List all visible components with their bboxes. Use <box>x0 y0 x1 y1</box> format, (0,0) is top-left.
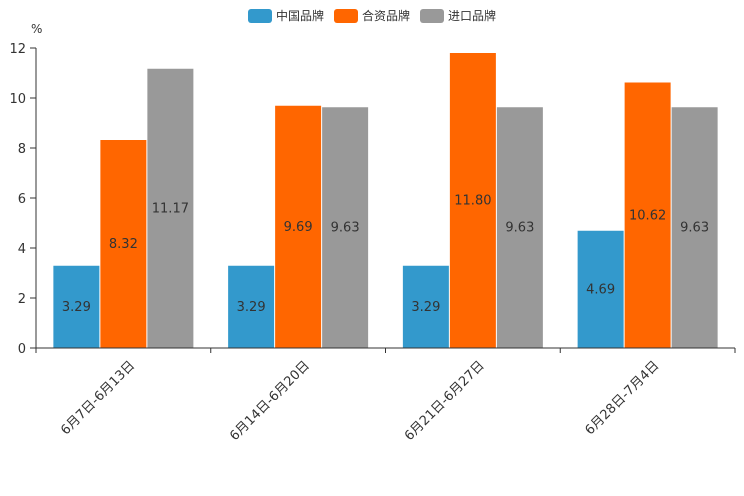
legend-item-joint-venture-brand[interactable]: 合资品牌 <box>333 7 410 24</box>
bar-value-label: 3.29 <box>62 300 91 315</box>
legend-label: 进口品牌 <box>448 9 497 23</box>
bar-value-label: 4.69 <box>586 282 615 297</box>
x-tick-label: 6月14日-6月20日 <box>227 358 313 444</box>
y-tick-label: 12 <box>9 42 26 57</box>
bar-value-label: 11.80 <box>454 194 491 209</box>
legend-label: 中国品牌 <box>275 9 324 23</box>
bar-value-label: 9.63 <box>680 221 709 236</box>
legend-item-china-brand[interactable]: 中国品牌 <box>247 7 324 24</box>
bar-0-2[interactable] <box>402 265 449 348</box>
bars-group <box>53 53 718 349</box>
y-tick-label: 8 <box>18 142 26 157</box>
bar-value-label: 9.69 <box>284 220 313 235</box>
x-tick-label: 6月28日-7月4日 <box>583 358 663 438</box>
legend-swatch <box>420 8 444 23</box>
bar-0-0[interactable] <box>53 265 100 348</box>
bar-value-label: 8.32 <box>109 237 138 252</box>
x-axis: 6月7日-6月13日 6月14日-6月20日 6月21日-6月27日 6月28日-7月… <box>35 347 736 444</box>
legend-swatch <box>247 8 272 23</box>
y-tick-label: 6 <box>18 192 26 207</box>
y-tick-label: 0 <box>18 342 26 357</box>
bar-1-0[interactable] <box>100 140 147 348</box>
y-tick-label: 4 <box>18 242 26 257</box>
bar-2-1[interactable] <box>322 107 369 348</box>
bar-value-label: 9.63 <box>331 221 360 236</box>
bar-2-0[interactable] <box>147 68 194 348</box>
y-tick-label: 10 <box>9 92 26 107</box>
data-labels: 3.29 8.32 11.17 3.29 9.69 9.63 3.29 11.80 9.63 4.… <box>62 194 709 315</box>
bar-0-1[interactable] <box>228 265 275 348</box>
bar-value-label: 10.62 <box>629 208 666 223</box>
x-tick-label: 6月7日-6月13日 <box>58 358 138 438</box>
bar-value-label: 3.29 <box>237 300 266 315</box>
bar-1-3[interactable] <box>624 82 671 349</box>
bar-value-label: 9.63 <box>505 221 534 236</box>
chart-legend: 中国品牌 合资品牌 进口品牌 <box>0 7 744 24</box>
bar-value-label: 11.17 <box>152 201 189 216</box>
bar-1-1[interactable] <box>275 105 322 348</box>
y-tick-label: 2 <box>18 292 26 307</box>
x-tick-label: 6月21日-6月27日 <box>402 358 488 444</box>
y-axis-unit: % <box>31 22 42 36</box>
legend-label: 合资品牌 <box>361 9 410 23</box>
bar-2-3[interactable] <box>671 107 718 348</box>
bar-1-2[interactable] <box>449 53 496 348</box>
bar-0-3[interactable] <box>577 230 624 348</box>
bar-value-label: 3.29 <box>411 300 440 315</box>
legend-item-import-brand[interactable]: 进口品牌 <box>420 7 496 24</box>
bar-2-2[interactable] <box>496 107 543 348</box>
legend-swatch <box>333 8 358 23</box>
y-axis: 0 2 4 6 8 10 12 <box>9 42 37 357</box>
